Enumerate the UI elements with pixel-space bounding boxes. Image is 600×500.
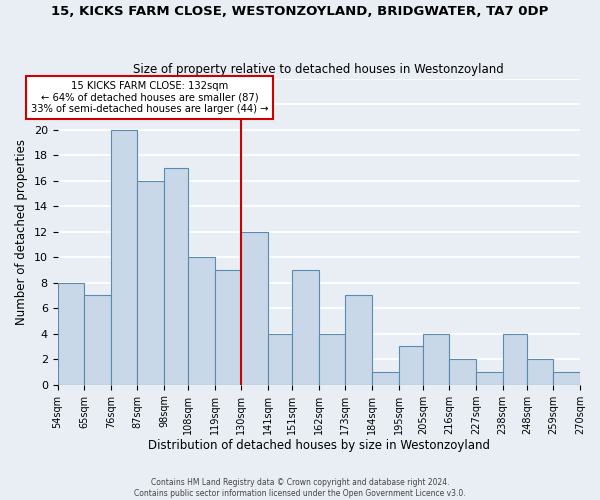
Bar — [476, 372, 503, 384]
Bar — [292, 270, 319, 384]
X-axis label: Distribution of detached houses by size in Westonzoyland: Distribution of detached houses by size … — [148, 440, 490, 452]
Bar — [111, 130, 137, 384]
Bar — [346, 296, 372, 384]
Bar — [188, 257, 215, 384]
Bar — [372, 372, 398, 384]
Bar — [84, 296, 111, 384]
Bar — [241, 232, 268, 384]
Text: Contains HM Land Registry data © Crown copyright and database right 2024.
Contai: Contains HM Land Registry data © Crown c… — [134, 478, 466, 498]
Bar — [553, 372, 580, 384]
Bar — [268, 334, 292, 384]
Bar — [527, 359, 553, 384]
Text: 15 KICKS FARM CLOSE: 132sqm
← 64% of detached houses are smaller (87)
33% of sem: 15 KICKS FARM CLOSE: 132sqm ← 64% of det… — [31, 81, 268, 114]
Y-axis label: Number of detached properties: Number of detached properties — [15, 138, 28, 324]
Bar — [164, 168, 188, 384]
Text: 15, KICKS FARM CLOSE, WESTONZOYLAND, BRIDGWATER, TA7 0DP: 15, KICKS FARM CLOSE, WESTONZOYLAND, BRI… — [52, 5, 548, 18]
Bar — [449, 359, 476, 384]
Bar — [58, 282, 84, 384]
Bar — [137, 180, 164, 384]
Title: Size of property relative to detached houses in Westonzoyland: Size of property relative to detached ho… — [133, 63, 504, 76]
Bar — [503, 334, 527, 384]
Bar — [215, 270, 241, 384]
Bar — [319, 334, 346, 384]
Bar — [398, 346, 423, 385]
Bar — [423, 334, 449, 384]
